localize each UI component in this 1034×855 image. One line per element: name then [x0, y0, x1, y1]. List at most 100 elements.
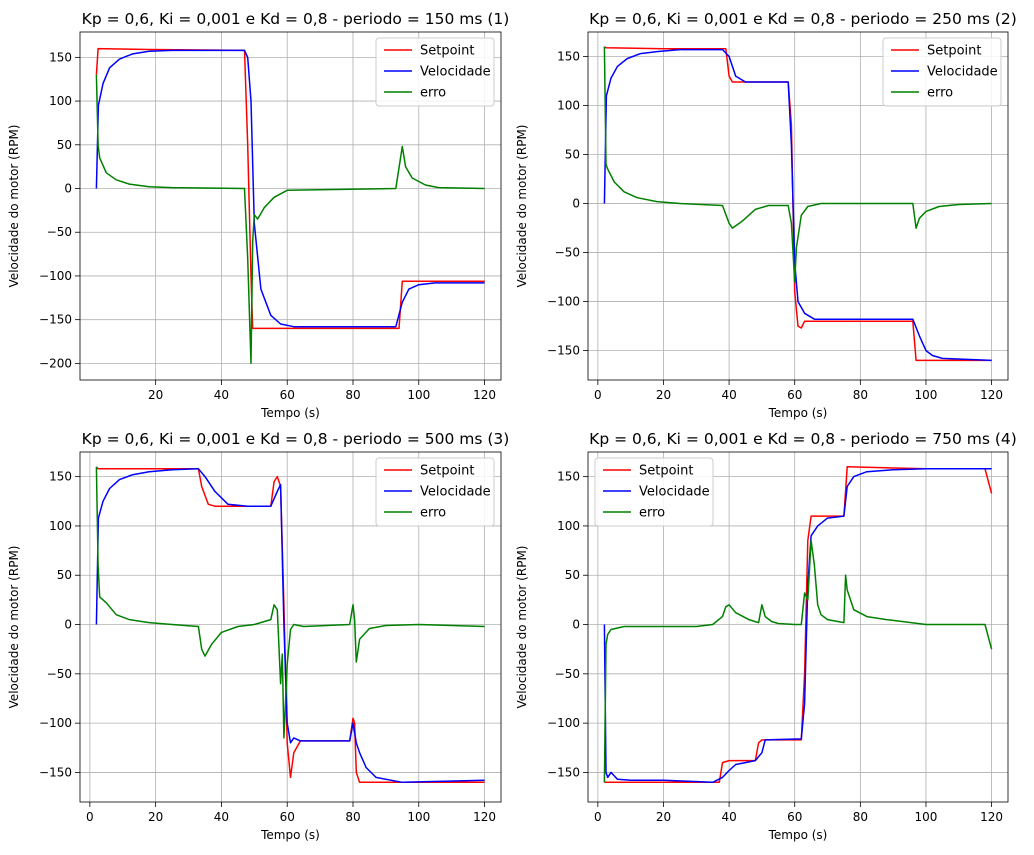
x-tick-label: 60	[280, 388, 295, 402]
x-axis-label: Tempo (s)	[768, 828, 828, 842]
x-tick-label: 40	[214, 810, 229, 824]
x-tick-label: 0	[86, 810, 94, 824]
y-tick-label: −200	[39, 356, 72, 370]
y-tick-label: −50	[555, 667, 580, 681]
legend-label-setpoint: Setpoint	[639, 464, 694, 479]
y-tick-label: 150	[49, 470, 72, 484]
y-tick-label: 150	[49, 50, 72, 64]
legend-label-erro: erro	[420, 506, 446, 521]
plot-frame	[79, 451, 502, 803]
x-tick-label: 120	[980, 388, 1003, 402]
x-tick-label: 100	[407, 810, 430, 824]
y-tick-label: −150	[547, 765, 580, 779]
legend-label-erro: erro	[420, 86, 446, 101]
subplot-4: 0 20 40 60 80 100 120 150 100 50 0 −50 −100 −150 Kp = …	[515, 430, 1017, 842]
x-tick-label: 60	[280, 810, 295, 824]
x-tick-label: 0	[594, 810, 602, 824]
x-tick-label: 80	[853, 388, 868, 402]
x-axis-label: Tempo (s)	[260, 406, 320, 420]
chart-title: Kp = 0,6, Ki = 0,001 e Kd = 0,8 - period…	[82, 10, 510, 28]
legend: Setpoint Velocidade erro	[882, 37, 1002, 107]
plot-frame	[587, 31, 1009, 381]
subplot-2: 0 20 40 60 80 100 120 150 100 50 0 −50 −100 −150 Kp = …	[515, 10, 1017, 420]
y-tick-label: 0	[64, 618, 72, 632]
x-tick-label: 60	[787, 388, 802, 402]
x-tick-label: 0	[594, 388, 602, 402]
y-tick-label: −100	[39, 716, 72, 730]
legend-label-erro: erro	[639, 506, 665, 521]
y-axis-label: Velocidade do motor (RPM)	[515, 125, 529, 288]
x-tick-label: 100	[915, 810, 938, 824]
legend: Setpoint Velocidade erro	[375, 37, 495, 107]
y-tick-label: 50	[565, 568, 580, 582]
series-line-velocidade	[603, 468, 992, 784]
x-tick-label: 20	[656, 388, 671, 402]
y-tick-label: −50	[555, 246, 580, 260]
series-line-erro	[95, 466, 485, 739]
series-line-erro	[95, 74, 485, 365]
series-line-erro	[603, 46, 992, 283]
y-tick-label: 150	[557, 50, 580, 64]
y-tick-label: −50	[47, 225, 72, 239]
legend-box	[375, 457, 495, 527]
legend-label-setpoint: Setpoint	[420, 464, 475, 479]
x-tick-label: 120	[473, 388, 496, 402]
x-tick-label: 40	[721, 810, 736, 824]
legend: Setpoint Velocidade erro	[594, 457, 714, 527]
y-tick-label: −100	[547, 716, 580, 730]
series-line-setpoint	[604, 466, 993, 784]
legend-box	[882, 37, 1002, 107]
y-tick-label: 50	[57, 138, 72, 152]
chart-title: Kp = 0,6, Ki = 0,001 e Kd = 0,8 - period…	[82, 430, 510, 448]
y-tick-label: 50	[57, 568, 72, 582]
x-axis-label: Tempo (s)	[768, 406, 828, 420]
y-tick-label: 50	[565, 148, 580, 162]
y-tick-label: 0	[572, 618, 580, 632]
series-line-setpoint	[604, 46, 992, 362]
legend-label-velocidade: Velocidade	[420, 485, 491, 500]
y-tick-label: −150	[39, 765, 72, 779]
subplot-3: 0 20 40 60 80 100 120 150 100 50 0 −50 −100 −150 Kp = …	[7, 430, 509, 842]
y-tick-label: −100	[547, 295, 580, 309]
legend-label-velocidade: Velocidade	[927, 65, 998, 80]
x-tick-label: 60	[787, 810, 802, 824]
x-tick-label: 100	[915, 388, 938, 402]
y-tick-label: 100	[557, 99, 580, 113]
legend-label-setpoint: Setpoint	[420, 44, 475, 59]
y-tick-label: 100	[49, 519, 72, 533]
y-axis-label: Velocidade do motor (RPM)	[515, 546, 529, 709]
plot-frame	[79, 31, 502, 381]
x-tick-label: 40	[214, 388, 229, 402]
legend-box	[594, 457, 714, 527]
y-tick-label: 100	[49, 94, 72, 108]
series-line-velocidade	[603, 48, 992, 362]
y-axis-label: Velocidade do motor (RPM)	[7, 546, 21, 709]
series-line-velocidade	[95, 468, 485, 784]
x-tick-label: 40	[721, 388, 736, 402]
x-tick-label: 20	[656, 810, 671, 824]
x-tick-label: 80	[345, 810, 360, 824]
legend-label-velocidade: Velocidade	[420, 65, 491, 80]
legend-box	[375, 37, 495, 107]
legend: Setpoint Velocidade erro	[375, 457, 495, 527]
plot-frame	[587, 451, 1009, 803]
legend-label-setpoint: Setpoint	[927, 44, 982, 59]
subplot-1: 20 40 60 80 100 120 150 100 50 0 −50 −100 −150 −200 Kp…	[7, 10, 509, 420]
series-line-erro	[603, 539, 993, 783]
x-tick-label: 80	[345, 388, 360, 402]
series-line-setpoint	[95, 47, 485, 330]
y-tick-label: 150	[557, 470, 580, 484]
x-tick-label: 120	[980, 810, 1003, 824]
x-tick-label: 100	[407, 388, 430, 402]
y-tick-label: −150	[39, 313, 72, 327]
chart-title: Kp = 0,6, Ki = 0,001 e Kd = 0,8 - period…	[589, 430, 1017, 448]
x-tick-label: 80	[853, 810, 868, 824]
y-tick-label: −150	[547, 344, 580, 358]
x-tick-label: 20	[148, 810, 163, 824]
legend-label-velocidade: Velocidade	[639, 485, 710, 500]
x-axis-label: Tempo (s)	[260, 828, 320, 842]
chart-title: Kp = 0,6, Ki = 0,001 e Kd = 0,8 - period…	[589, 10, 1017, 28]
y-tick-label: −100	[39, 269, 72, 283]
x-tick-label: 120	[473, 810, 496, 824]
